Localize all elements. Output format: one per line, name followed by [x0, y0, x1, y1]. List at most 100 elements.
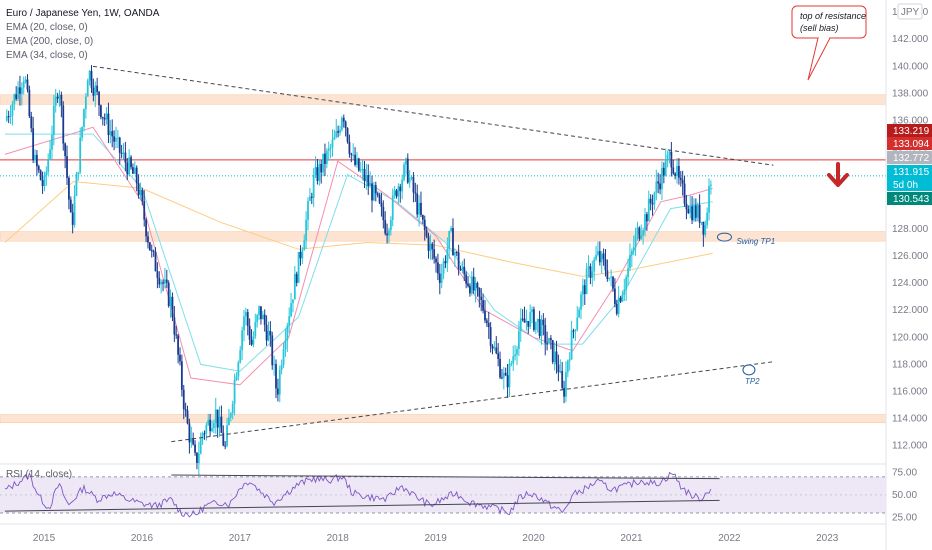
candle-body	[442, 261, 445, 274]
candle-body	[293, 273, 296, 300]
candle	[548, 337, 550, 344]
candle-body	[529, 312, 532, 327]
trendline-1[interactable]	[171, 361, 774, 443]
candle-body	[401, 179, 404, 192]
candle	[141, 187, 144, 206]
candle	[209, 413, 212, 437]
candle	[533, 306, 535, 332]
indicator-ema-20[interactable]: EMA (20, close, 0)	[6, 22, 88, 33]
candle	[252, 331, 255, 348]
candle	[708, 178, 710, 221]
candle-body	[54, 96, 57, 106]
currency-button[interactable]: JPY	[897, 3, 923, 20]
time-axis[interactable]: 2015 2016 2017 2018 2019 2020 2021 2022 2023	[33, 533, 839, 544]
candle-body	[116, 137, 119, 139]
candle	[363, 160, 366, 189]
rsi-line[interactable]	[4, 471, 712, 518]
candle	[124, 141, 127, 172]
candle	[595, 245, 597, 261]
swing-tp1-marker-icon[interactable]	[716, 232, 732, 242]
candle-body	[559, 370, 562, 373]
candle-body	[638, 227, 641, 239]
candle-body	[292, 299, 294, 304]
candle	[482, 293, 485, 314]
candle-body	[685, 203, 688, 210]
candle-body	[156, 271, 159, 278]
rsi-label[interactable]: RSI (14, close)	[6, 469, 72, 480]
candle-body	[152, 250, 155, 252]
candle-body	[148, 242, 151, 251]
candle	[152, 249, 155, 257]
candle-body	[303, 240, 306, 251]
candle-body	[5, 116, 8, 121]
candle-body	[254, 322, 257, 337]
candle	[246, 309, 249, 336]
candle	[444, 255, 447, 269]
candle	[335, 118, 338, 139]
candle-body	[495, 347, 498, 354]
candle	[235, 372, 238, 381]
currency-button-label: JPY	[901, 7, 920, 18]
symbol-title[interactable]: Euro / Japanese Yen, 1W, OANDA	[6, 8, 160, 19]
tp2-label: TP2	[745, 377, 760, 386]
target-markers[interactable]: Swing TP1 TP2	[716, 232, 775, 386]
indicator-ema-200[interactable]: EMA (200, close, 0)	[6, 36, 93, 47]
candle	[640, 224, 643, 241]
tp2-marker-icon[interactable]	[742, 364, 756, 376]
candle	[380, 192, 383, 217]
candle-body	[465, 274, 468, 284]
candle	[506, 364, 509, 398]
candle-body	[113, 136, 115, 142]
candle-body	[122, 152, 125, 154]
candle	[437, 253, 439, 281]
candle-body	[681, 179, 684, 184]
candle-body	[632, 247, 635, 252]
candle	[501, 368, 503, 380]
candle	[621, 290, 624, 303]
trendline-0[interactable]	[92, 65, 774, 166]
resistance-callout[interactable]: top of resistance (sell bias)	[791, 5, 867, 81]
rsi-pane[interactable]	[0, 471, 886, 518]
candle	[578, 306, 581, 318]
legend[interactable]: Euro / Japanese Yen, 1W, OANDA EMA (20, …	[6, 8, 160, 480]
candle	[17, 81, 19, 102]
candle-body	[367, 175, 370, 187]
trendlines[interactable]	[92, 65, 774, 443]
rsi-trendline-1[interactable]	[4, 499, 720, 512]
rsi-trendline-0[interactable]	[171, 474, 720, 480]
candle	[636, 221, 639, 241]
candle	[448, 230, 451, 260]
indicator-ema-34[interactable]: EMA (34, close, 0)	[6, 50, 88, 61]
candle-body	[595, 254, 597, 260]
candle	[56, 92, 59, 103]
candle	[286, 322, 289, 353]
candle	[433, 239, 436, 264]
candle	[160, 279, 163, 294]
candle	[497, 343, 500, 367]
time-tick-label: 2018	[327, 533, 350, 544]
candle-body	[207, 419, 210, 425]
candle-body	[71, 212, 74, 225]
candle	[312, 168, 315, 208]
candle-body	[674, 173, 677, 177]
candle-body	[231, 403, 234, 414]
candle	[516, 345, 518, 365]
candle-body	[421, 214, 424, 220]
candle-body	[427, 236, 430, 251]
candle-body	[480, 296, 483, 301]
candle-body	[56, 96, 59, 99]
candle	[107, 102, 110, 144]
candle	[196, 452, 198, 470]
candle-body	[435, 258, 437, 263]
rsi-tick-label: 50.00	[892, 490, 917, 501]
candle	[376, 192, 379, 198]
candle-body	[395, 190, 398, 197]
candle-body	[542, 319, 545, 326]
candle-body	[386, 233, 388, 236]
candle-body	[698, 204, 701, 223]
candle	[86, 78, 89, 97]
candle	[414, 182, 417, 202]
candle-body	[583, 285, 586, 295]
candle-body	[476, 282, 479, 289]
